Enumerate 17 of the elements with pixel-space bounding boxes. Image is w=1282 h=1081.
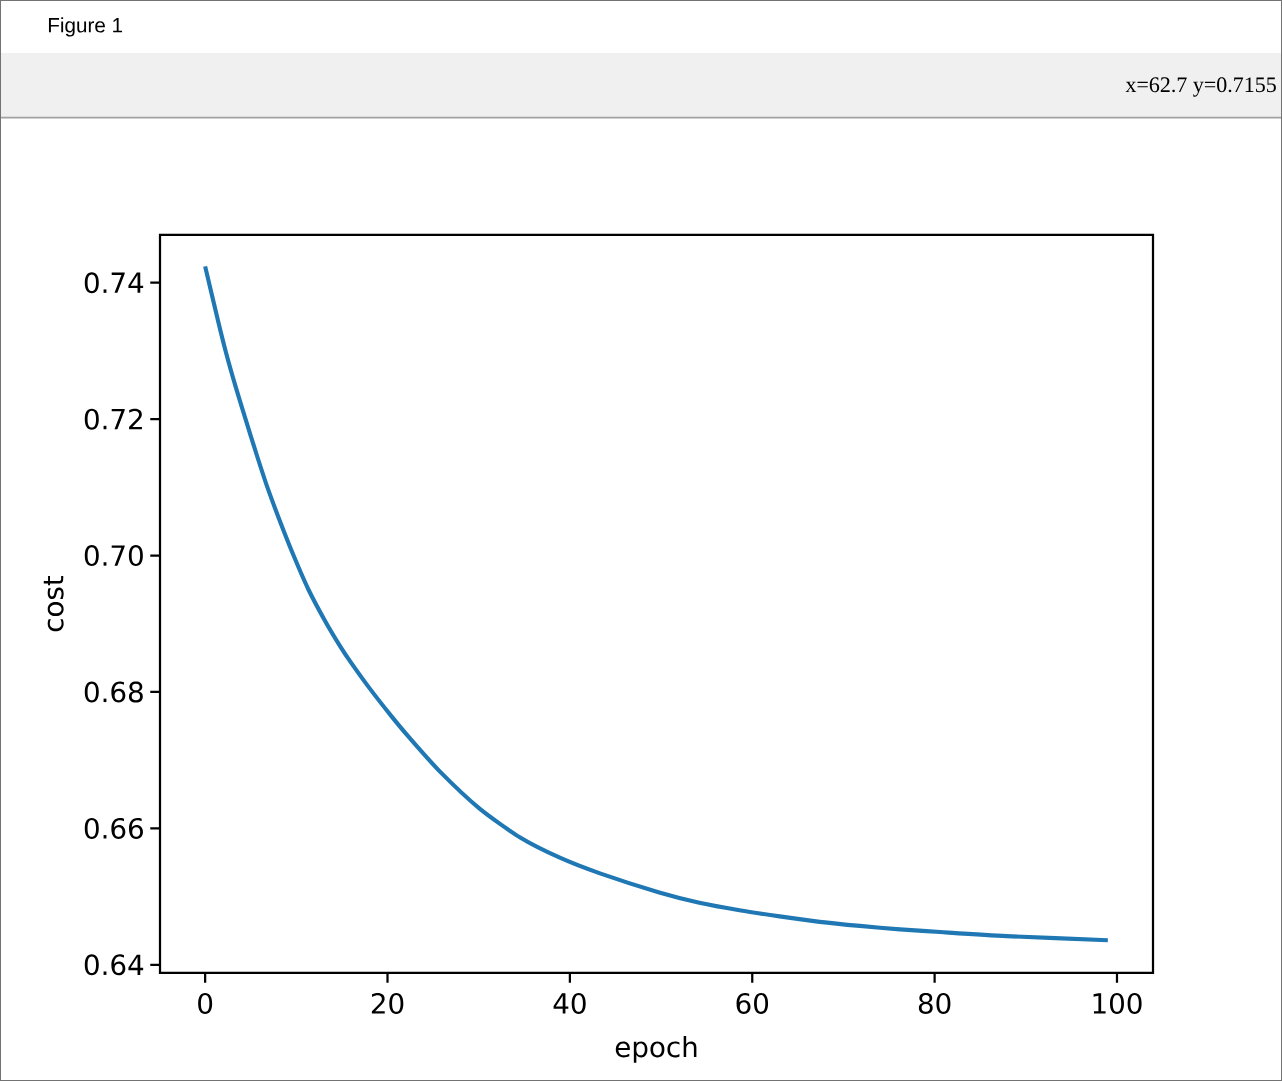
y-tick-label: 0.74 — [84, 272, 144, 294]
y-tick-label: 0.72 — [84, 408, 142, 430]
y-axis-title: cost — [43, 575, 64, 632]
y-tick-label: 0.68 — [84, 681, 143, 703]
x-tick-label: 100 — [1093, 992, 1142, 1014]
line-series — [203, 264, 1110, 943]
x-axis-title: epoch — [615, 1035, 697, 1063]
x-tick-label: 60 — [736, 992, 769, 1014]
text: x=62.7 y=0.7155 — [1125, 77, 1276, 97]
y-tick-label: 0.66 — [84, 817, 143, 839]
x-tick-label: 40 — [553, 992, 586, 1014]
caption: Figure 1 — [48, 17, 123, 37]
x-tick-label: 20 — [371, 992, 404, 1014]
x-tick-label: 0 — [198, 992, 213, 1014]
y-tick-label: 0.70 — [84, 545, 143, 567]
x-tick-label: 80 — [918, 992, 951, 1014]
y-tick-label: 0.64 — [84, 954, 144, 976]
